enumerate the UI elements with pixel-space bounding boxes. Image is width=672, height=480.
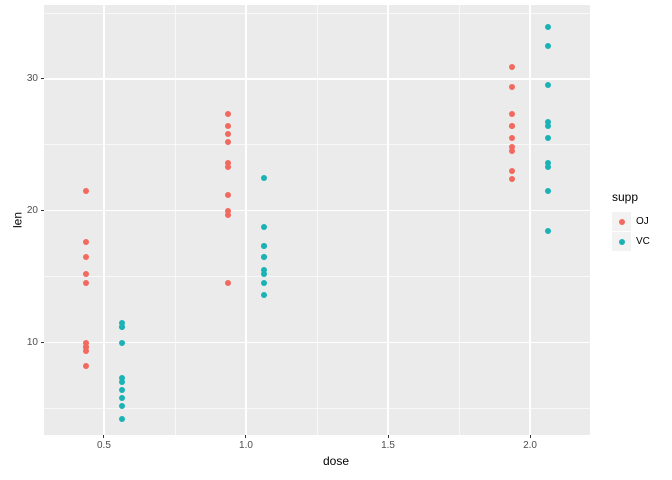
- data-point-oj: [225, 211, 232, 218]
- data-point-oj: [225, 191, 232, 198]
- legend-title: supp: [612, 190, 639, 204]
- major-gridline-y: [44, 341, 590, 344]
- legend-key-oj: [612, 212, 631, 231]
- x-tick-label: 1.5: [381, 440, 395, 451]
- data-point-oj: [83, 343, 90, 350]
- legend-dot-oj: [618, 218, 625, 225]
- legend-label-vc: VC: [636, 236, 650, 247]
- major-gridline-x: [529, 5, 531, 435]
- data-point-oj: [225, 207, 232, 214]
- data-point-oj: [509, 123, 516, 130]
- data-point-oj: [83, 271, 90, 278]
- data-point-oj: [83, 187, 90, 194]
- x-tick-label: 0.5: [96, 440, 111, 451]
- data-point-oj: [509, 83, 516, 90]
- data-point-vc: [544, 123, 551, 130]
- data-point-vc: [544, 119, 551, 126]
- data-point-vc: [118, 395, 125, 402]
- y-tick-mark: [41, 78, 44, 80]
- legend-dot-vc: [618, 238, 625, 245]
- data-point-oj: [83, 280, 90, 287]
- data-point-oj: [225, 160, 232, 167]
- x-tick-mark: [529, 435, 531, 438]
- data-point-oj: [509, 111, 516, 118]
- data-point-oj: [225, 280, 232, 287]
- data-point-vc: [544, 160, 551, 167]
- y-tick-mark: [41, 342, 44, 344]
- data-point-vc: [544, 187, 551, 194]
- data-point-oj: [225, 111, 232, 118]
- data-point-vc: [118, 319, 125, 326]
- data-point-oj: [225, 123, 232, 130]
- data-point-vc: [260, 223, 267, 230]
- major-gridline-y: [44, 78, 590, 80]
- data-point-oj: [83, 339, 90, 346]
- y-tick-mark: [41, 210, 44, 212]
- data-point-vc: [544, 42, 551, 49]
- data-point-vc: [118, 402, 125, 409]
- major-gridline-y: [44, 210, 590, 212]
- data-point-vc: [118, 416, 125, 423]
- data-point-oj: [225, 164, 232, 171]
- data-point-vc: [260, 280, 267, 287]
- major-gridline-x: [245, 5, 247, 435]
- minor-gridline-x: [316, 5, 318, 435]
- y-axis-title: len: [10, 212, 25, 229]
- x-tick-mark: [245, 435, 247, 438]
- data-point-oj: [83, 347, 90, 354]
- data-point-vc: [260, 174, 267, 181]
- data-point-oj: [225, 131, 232, 138]
- x-tick-label: 2.0: [523, 440, 537, 451]
- plot-panel: [44, 5, 590, 435]
- y-tick-label: 20: [26, 205, 38, 217]
- data-point-vc: [118, 375, 125, 382]
- data-point-oj: [509, 148, 516, 155]
- data-point-oj: [509, 63, 516, 70]
- minor-gridline-x: [458, 5, 460, 435]
- data-point-vc: [544, 164, 551, 171]
- data-point-oj: [83, 363, 90, 370]
- legend-key-vc: [612, 232, 631, 251]
- data-point-vc: [260, 243, 267, 250]
- data-point-vc: [544, 227, 551, 234]
- data-point-vc: [544, 135, 551, 142]
- data-point-oj: [509, 168, 516, 175]
- data-point-vc: [544, 24, 551, 31]
- major-gridline-x: [103, 5, 105, 435]
- data-point-vc: [260, 292, 267, 299]
- legend-label-oj: OJ: [636, 216, 649, 227]
- x-axis-title: dose: [322, 454, 350, 468]
- data-point-vc: [260, 253, 267, 260]
- data-point-oj: [83, 239, 90, 246]
- data-point-oj: [509, 135, 516, 142]
- y-tick-label: 30: [26, 73, 38, 85]
- data-point-oj: [83, 253, 90, 260]
- major-gridline-x: [387, 5, 389, 435]
- x-tick-label: 1.0: [239, 440, 253, 451]
- minor-gridline-x: [174, 5, 176, 435]
- data-point-vc: [118, 339, 125, 346]
- data-point-vc: [118, 387, 125, 394]
- x-tick-mark: [103, 435, 105, 438]
- data-point-vc: [544, 82, 551, 89]
- data-point-vc: [118, 323, 125, 330]
- data-point-vc: [260, 267, 267, 274]
- data-point-oj: [509, 176, 516, 183]
- data-point-vc: [260, 271, 267, 278]
- data-point-oj: [509, 144, 516, 151]
- data-point-vc: [118, 379, 125, 386]
- data-point-oj: [225, 139, 232, 146]
- y-tick-label: 10: [26, 337, 38, 349]
- x-tick-mark: [387, 435, 389, 438]
